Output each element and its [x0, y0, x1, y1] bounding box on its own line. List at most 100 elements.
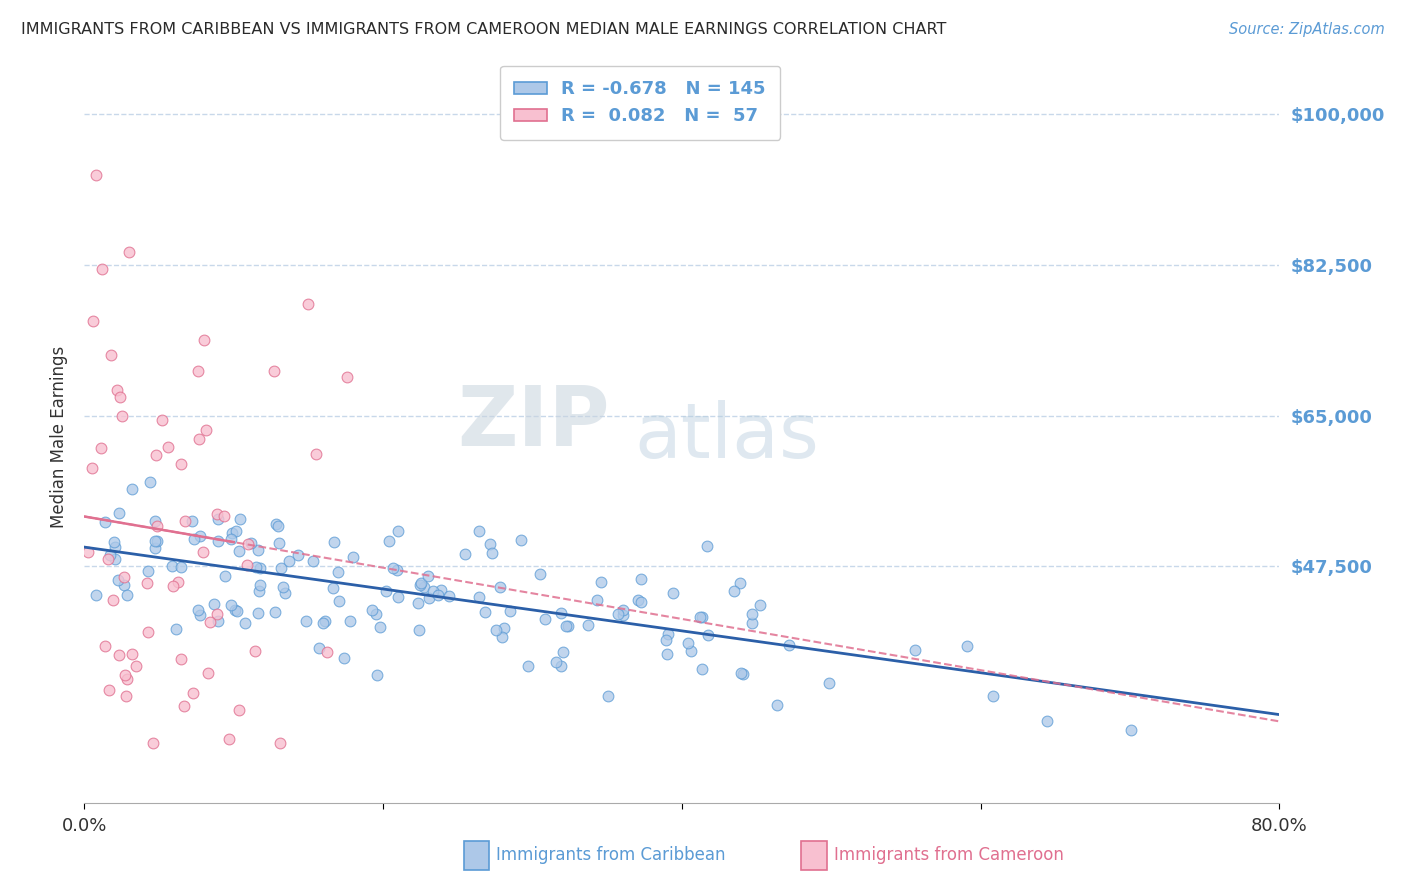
- Point: [778, 639, 800, 653]
- Point: [728, 576, 751, 591]
- Point: [139, 475, 162, 489]
- Point: [224, 602, 246, 616]
- Point: [690, 610, 713, 624]
- Point: [249, 578, 271, 592]
- Point: [489, 580, 512, 594]
- Point: [191, 545, 214, 559]
- Point: [690, 662, 713, 676]
- Point: [723, 583, 745, 598]
- Text: Source: ZipAtlas.com: Source: ZipAtlas.com: [1229, 22, 1385, 37]
- Point: [336, 370, 359, 384]
- Point: [364, 607, 387, 622]
- Point: [188, 608, 211, 623]
- Point: [264, 517, 287, 532]
- Point: [657, 627, 679, 641]
- Point: [107, 573, 129, 587]
- Point: [187, 364, 209, 378]
- Point: [143, 541, 166, 555]
- Point: [125, 659, 148, 673]
- Point: [529, 567, 551, 582]
- Point: [955, 640, 977, 654]
- Point: [323, 534, 346, 549]
- Point: [207, 507, 229, 521]
- Point: [326, 565, 349, 579]
- Point: [112, 578, 135, 592]
- Point: [162, 579, 184, 593]
- Point: [218, 732, 240, 747]
- Point: [145, 448, 167, 462]
- Point: [550, 606, 572, 620]
- Point: [322, 581, 344, 595]
- Point: [696, 539, 718, 553]
- Point: [112, 569, 135, 583]
- Point: [187, 432, 209, 446]
- Point: [108, 648, 131, 662]
- Point: [146, 534, 169, 549]
- Point: [741, 607, 763, 621]
- Point: [146, 518, 169, 533]
- Point: [485, 623, 508, 637]
- Point: [94, 640, 117, 654]
- Point: [86, 589, 108, 603]
- Point: [387, 590, 409, 604]
- Point: [150, 412, 173, 426]
- Point: [591, 574, 613, 589]
- Point: [333, 650, 356, 665]
- Point: [612, 603, 634, 617]
- Point: [468, 590, 491, 604]
- Point: [516, 658, 538, 673]
- Point: [160, 558, 183, 573]
- Legend: R = -0.678   N = 145, R =  0.082   N =  57: R = -0.678 N = 145, R = 0.082 N = 57: [501, 66, 780, 140]
- Point: [267, 518, 290, 533]
- Point: [378, 533, 401, 548]
- Point: [612, 607, 634, 622]
- Point: [90, 442, 112, 456]
- Point: [576, 618, 599, 632]
- Point: [534, 612, 557, 626]
- Point: [904, 643, 927, 657]
- Point: [342, 550, 364, 565]
- Point: [544, 655, 567, 669]
- Point: [406, 596, 429, 610]
- Point: [817, 676, 839, 690]
- Point: [274, 586, 297, 600]
- Point: [305, 446, 328, 460]
- Point: [114, 668, 136, 682]
- Point: [135, 576, 157, 591]
- Point: [270, 561, 292, 575]
- Point: [243, 644, 266, 658]
- Point: [212, 509, 235, 524]
- Point: [170, 651, 193, 665]
- Point: [678, 636, 700, 650]
- Point: [553, 645, 575, 659]
- Point: [247, 607, 270, 621]
- Point: [117, 672, 139, 686]
- Point: [408, 623, 430, 637]
- Text: IMMIGRANTS FROM CARIBBEAN VS IMMIGRANTS FROM CAMEROON MEDIAN MALE EARNINGS CORRE: IMMIGRANTS FROM CARIBBEAN VS IMMIGRANTS …: [21, 22, 946, 37]
- Point: [557, 619, 579, 633]
- Point: [679, 644, 702, 658]
- Point: [104, 540, 127, 554]
- Point: [730, 665, 752, 680]
- Point: [121, 482, 143, 496]
- Point: [136, 624, 159, 639]
- Point: [374, 584, 396, 599]
- Point: [205, 607, 228, 621]
- Point: [267, 536, 290, 550]
- Point: [492, 622, 515, 636]
- Point: [387, 524, 409, 539]
- Point: [103, 534, 125, 549]
- Point: [748, 598, 770, 612]
- Point: [247, 543, 270, 558]
- Point: [509, 533, 531, 547]
- Point: [418, 591, 440, 606]
- Point: [328, 593, 350, 607]
- Point: [118, 244, 141, 259]
- Point: [269, 735, 291, 749]
- Point: [733, 666, 755, 681]
- Point: [197, 665, 219, 680]
- Point: [167, 575, 190, 590]
- Point: [82, 314, 104, 328]
- Point: [696, 627, 718, 641]
- Point: [228, 543, 250, 558]
